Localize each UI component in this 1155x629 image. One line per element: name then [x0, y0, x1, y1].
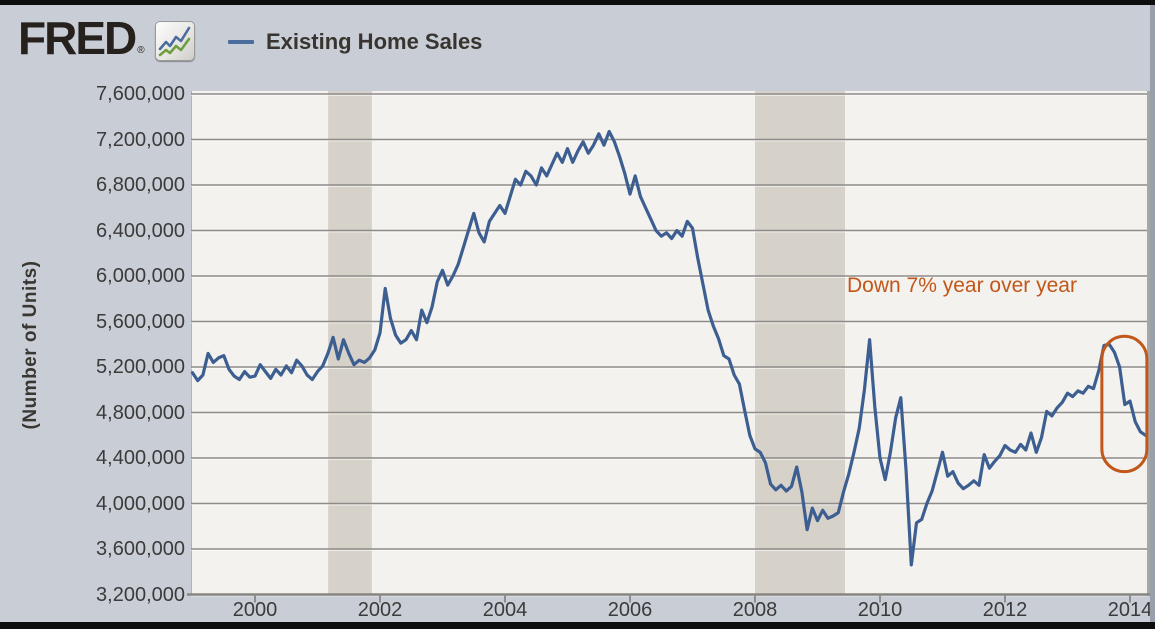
y-axis-label: 6,800,000 — [96, 174, 185, 196]
y-axis-label: 4,400,000 — [96, 447, 185, 469]
y-axis-label: 7,200,000 — [96, 128, 185, 151]
series — [190, 129, 1148, 567]
highlight-ellipse — [1100, 334, 1149, 474]
y-axis-label: 4,000,000 — [96, 492, 185, 515]
registered-trademark: ® — [137, 45, 145, 56]
fred-logo-text: FRED — [18, 12, 137, 64]
y-axis-label: 5,200,000 — [96, 356, 185, 378]
series-line — [190, 129, 1148, 567]
x-axis-label: 2004 — [482, 599, 528, 621]
x-axis-label: 2006 — [607, 599, 653, 621]
gridlines — [191, 93, 1147, 597]
x-axis-label: 2010 — [857, 599, 903, 621]
axes-and-ticks — [187, 593, 1151, 603]
x-axis-label: 2012 — [982, 599, 1028, 621]
fred-sparkline-icon — [154, 21, 195, 61]
annotation-text: Down 7% year over year — [847, 274, 1077, 297]
legend: Existing Home Sales — [228, 29, 482, 55]
top-border — [0, 0, 1155, 5]
right-edge-shade — [1150, 5, 1155, 622]
bottom-border — [0, 622, 1155, 629]
y-axis-label: 6,000,000 — [96, 265, 185, 287]
y-axis-label: 4,800,000 — [96, 401, 185, 424]
recession-bands — [328, 91, 845, 595]
y-axis-label: 6,400,000 — [96, 219, 185, 242]
legend-series-label: Existing Home Sales — [266, 29, 483, 54]
x-axis-label: 2000 — [232, 599, 278, 621]
x-axis-label: 2008 — [732, 599, 778, 621]
y-axis-label: 5,600,000 — [96, 310, 185, 333]
y-axis-label: 7,600,000 — [96, 83, 185, 105]
recession-band — [755, 91, 845, 595]
legend-line-swatch — [228, 40, 254, 44]
y-axis-label: 3,600,000 — [96, 538, 185, 560]
fred-logo: FRED ® — [18, 14, 195, 62]
x-axis-label: 2002 — [357, 599, 403, 621]
y-axis-label: 3,200,000 — [96, 583, 185, 606]
x-axis-label: 2014 — [1107, 599, 1153, 621]
annotation-shapes — [1100, 334, 1149, 474]
